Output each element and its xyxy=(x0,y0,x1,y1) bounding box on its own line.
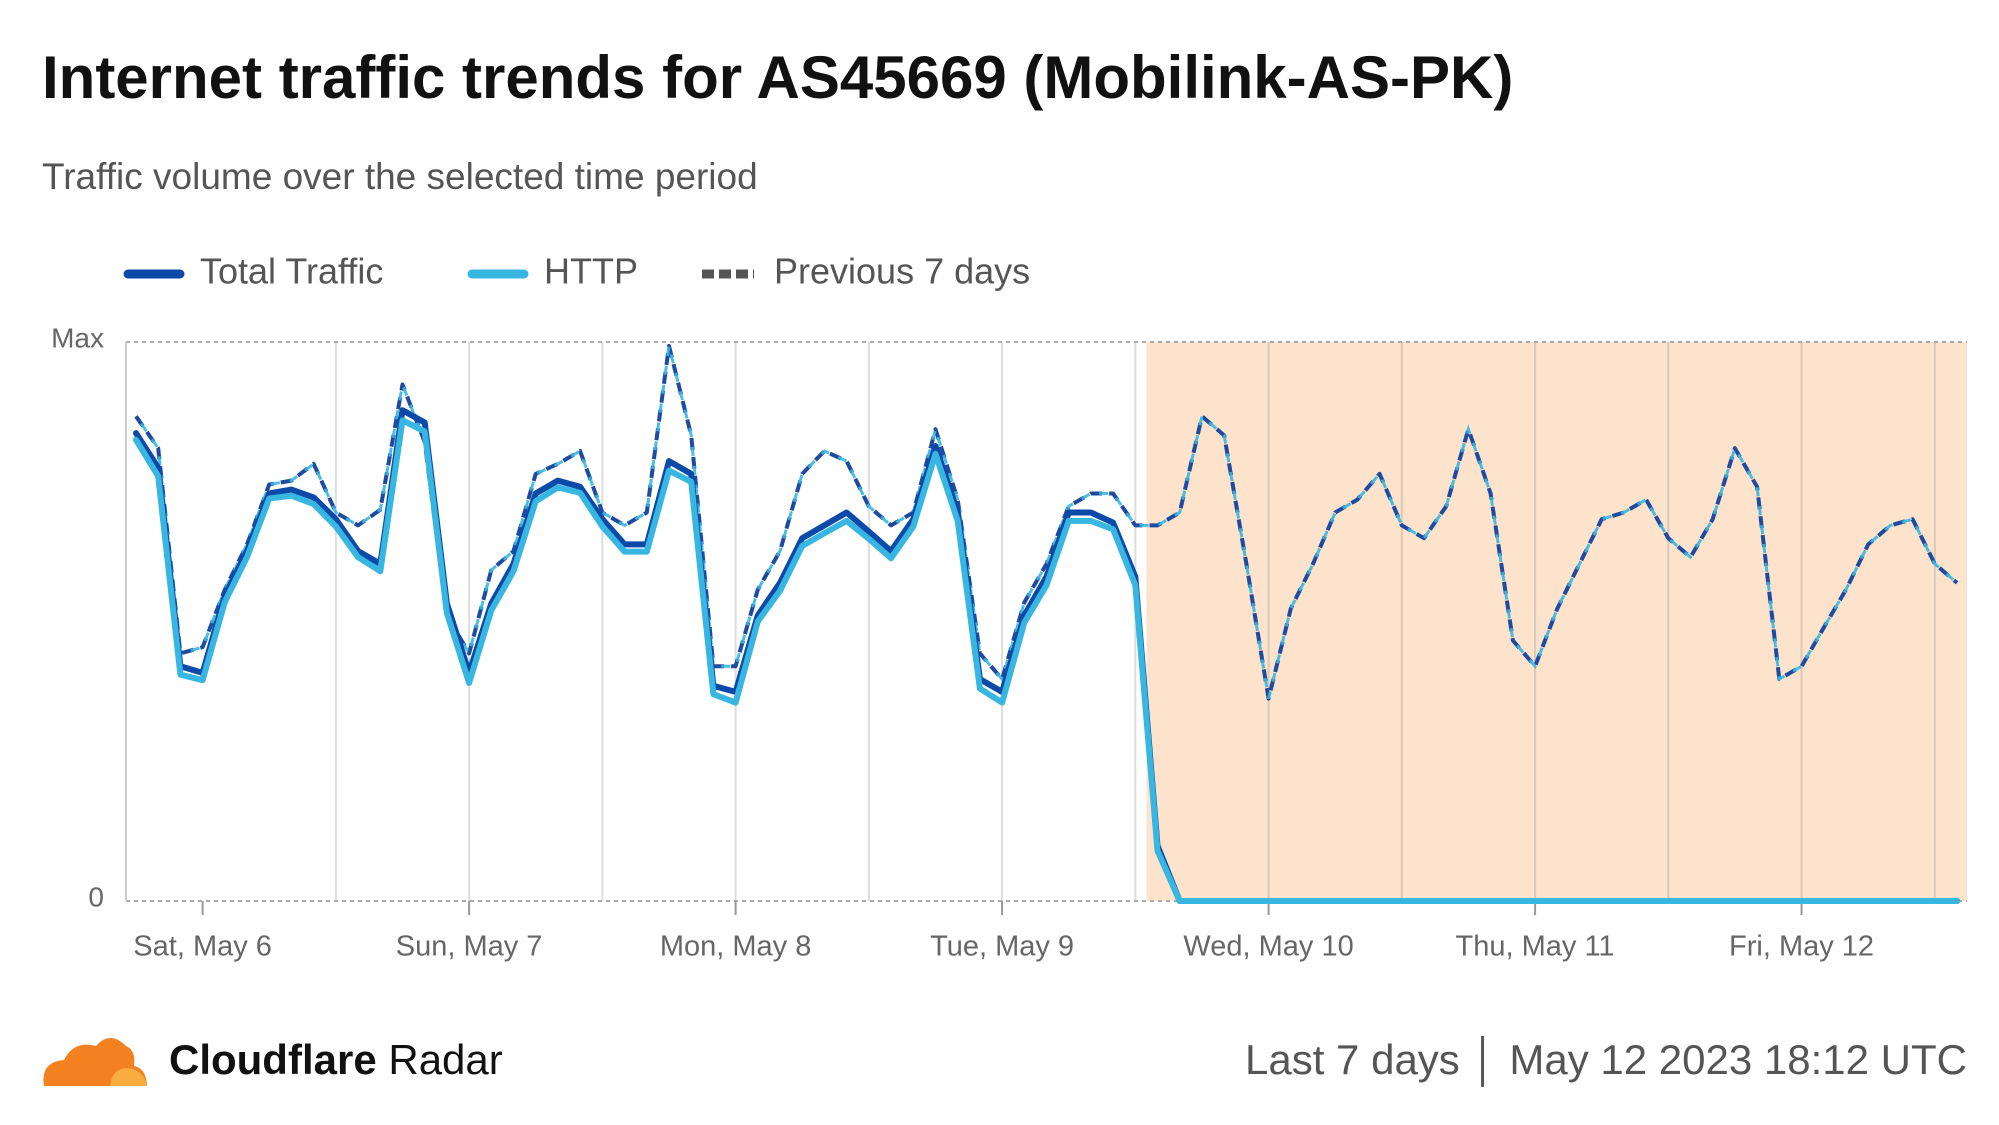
footer-info: Last 7 days │ May 12 2023 18:12 UTC xyxy=(1245,1035,1967,1087)
chart-title: Internet traffic trends for AS45669 (Mob… xyxy=(42,44,1513,111)
series-line xyxy=(133,417,1960,904)
highlight-region xyxy=(1146,342,1967,901)
x-tick-label: Wed, May 10 xyxy=(1183,931,1353,963)
legend-label: HTTP xyxy=(544,251,638,292)
brand-name: Cloudflare xyxy=(169,1036,377,1083)
y-tick-label: 0 xyxy=(88,881,104,912)
period: Last 7 days xyxy=(1245,1036,1460,1083)
brand: Cloudflare Radar xyxy=(169,1036,503,1083)
x-tick-label: Thu, May 11 xyxy=(1456,931,1615,963)
x-tick-label: Fri, May 12 xyxy=(1729,931,1874,963)
x-tick-label: Mon, May 8 xyxy=(660,931,812,963)
y-tick-label: Max xyxy=(51,322,104,353)
x-tick-label: Sat, May 6 xyxy=(133,931,272,963)
product-name: Radar xyxy=(388,1036,502,1083)
legend-label: Previous 7 days xyxy=(774,251,1030,292)
series-line xyxy=(134,343,1959,701)
logo xyxy=(43,1038,147,1086)
x-tick-label: Sun, May 7 xyxy=(396,931,543,963)
timestamp: May 12 2023 18:12 UTC xyxy=(1509,1036,1967,1083)
x-tick-label: Tue, May 9 xyxy=(930,931,1074,963)
chart-subtitle: Traffic volume over the selected time pe… xyxy=(42,156,758,197)
legend-label: Total Traffic xyxy=(200,251,383,292)
